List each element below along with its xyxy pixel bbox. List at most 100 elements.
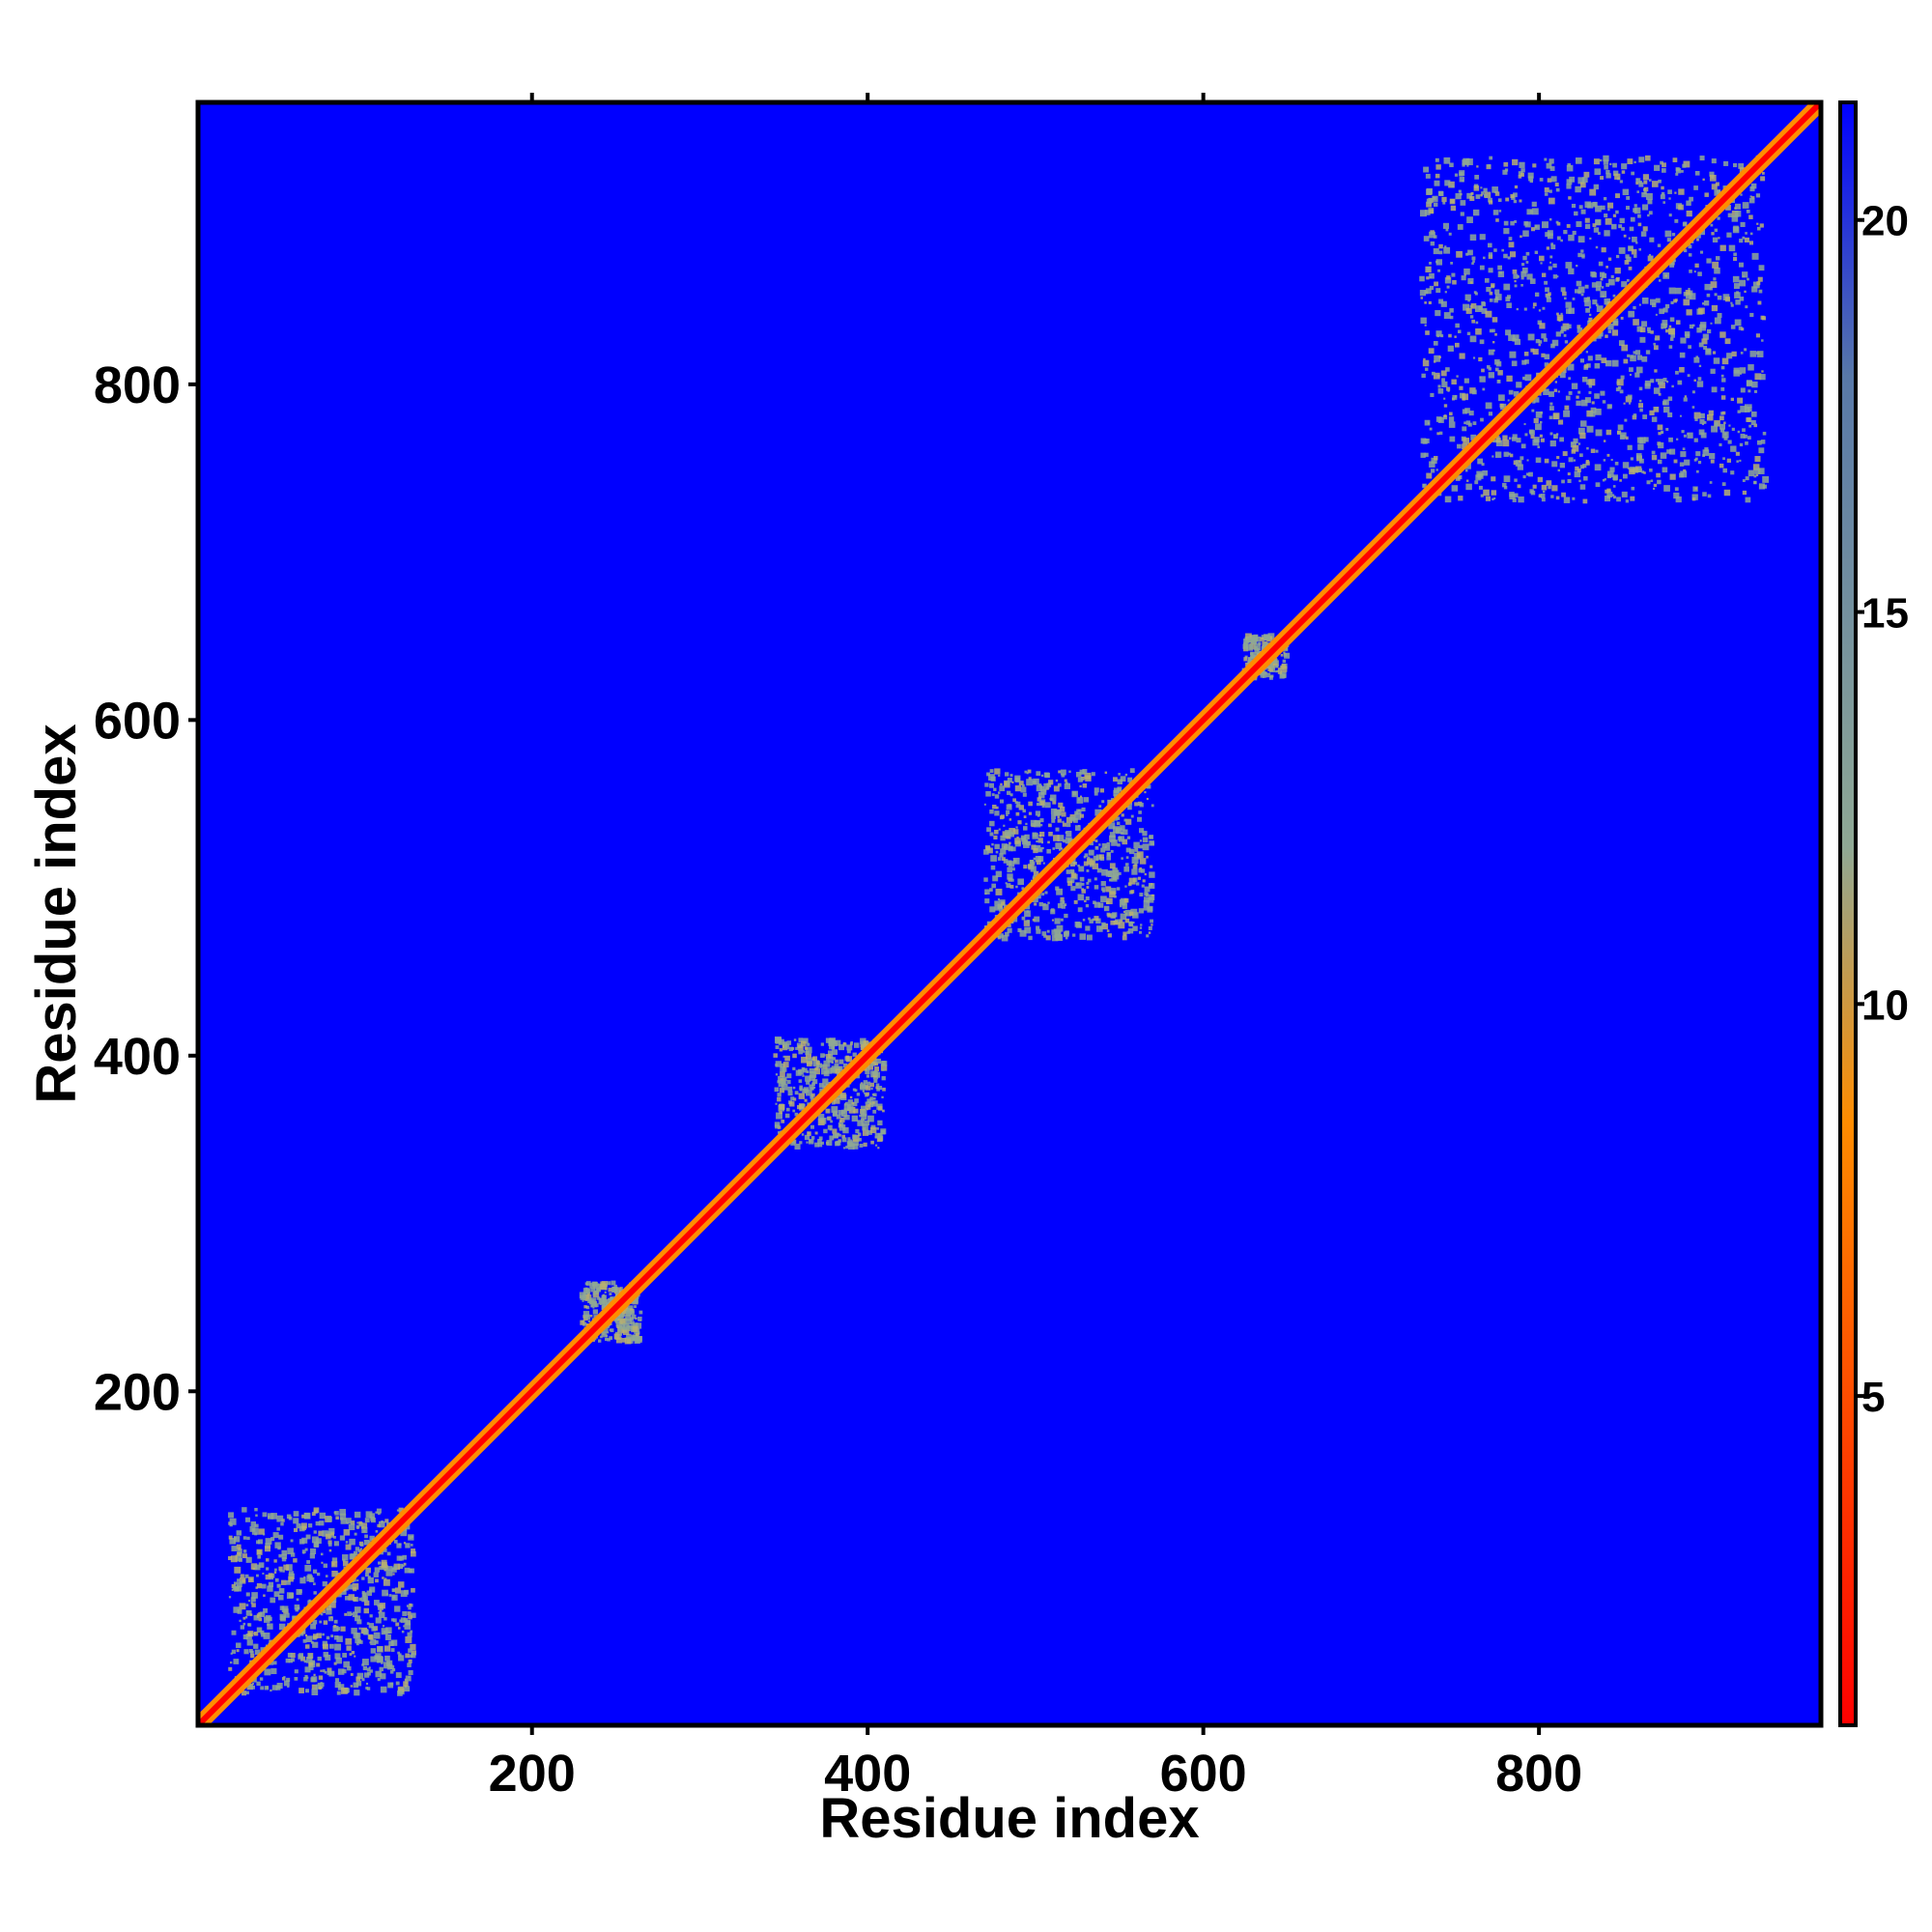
- contact-point: [994, 810, 1000, 816]
- contact-point: [842, 1147, 846, 1150]
- contact-point: [1479, 234, 1486, 241]
- contact-point: [835, 1068, 840, 1074]
- contact-point: [1653, 342, 1656, 346]
- contact-point: [1541, 497, 1546, 502]
- contact-point: [880, 1065, 888, 1071]
- contact-point: [581, 1297, 584, 1300]
- contact-point: [814, 1142, 820, 1148]
- contact-point: [1460, 212, 1464, 216]
- contact-point: [1701, 338, 1708, 345]
- contact-point: [1593, 227, 1600, 233]
- contact-point: [992, 804, 997, 810]
- contact-point: [274, 1542, 281, 1548]
- contact-point: [1687, 433, 1690, 436]
- contact-point: [324, 1670, 327, 1674]
- contact-point: [375, 1530, 379, 1533]
- contact-point: [311, 1512, 316, 1517]
- contact-point: [984, 845, 990, 851]
- contact-point: [1264, 635, 1269, 641]
- contact-point: [242, 1536, 247, 1540]
- contact-point: [399, 1556, 404, 1561]
- contact-point: [1061, 811, 1066, 817]
- contact-point: [333, 1634, 339, 1640]
- contact-point: [373, 1632, 381, 1639]
- contact-point: [235, 1586, 241, 1592]
- contact-point: [1534, 292, 1540, 298]
- contact-point: [410, 1550, 416, 1557]
- contact-point: [1505, 297, 1511, 302]
- contact-point: [1565, 301, 1572, 308]
- contact-point: [1745, 441, 1748, 445]
- contact-point: [1539, 393, 1542, 396]
- contact-point: [844, 1115, 850, 1121]
- contact-point: [1074, 810, 1079, 815]
- contact-point: [323, 1643, 328, 1650]
- contact-point: [1589, 411, 1596, 417]
- contact-point: [1519, 199, 1522, 203]
- contact-point: [1109, 878, 1113, 882]
- contact-point: [1667, 189, 1672, 194]
- contact-point: [636, 1332, 639, 1337]
- contact-point: [1064, 930, 1069, 936]
- contact-point: [1120, 831, 1123, 835]
- contact-point: [874, 1132, 881, 1139]
- contact-point: [1583, 171, 1590, 178]
- contact-point: [1658, 179, 1662, 184]
- contact-point: [1012, 798, 1016, 803]
- contact-point: [1745, 497, 1751, 503]
- contact-point: [866, 1074, 870, 1078]
- contact-point: [876, 1136, 883, 1143]
- contact-point: [1037, 791, 1045, 799]
- contact-point: [1446, 386, 1451, 391]
- contact-point: [384, 1655, 390, 1662]
- contact-point: [1429, 272, 1435, 279]
- contact-point: [1495, 440, 1503, 446]
- contact-point: [383, 1578, 390, 1586]
- contact-point: [608, 1288, 612, 1293]
- contact-point: [281, 1549, 288, 1556]
- contact-point: [834, 1042, 838, 1047]
- contact-point: [1535, 423, 1542, 431]
- contact-point: [625, 1314, 632, 1321]
- contact-point: [1655, 298, 1661, 303]
- contact-point: [381, 1662, 384, 1664]
- contact-point: [989, 906, 996, 913]
- contact-point: [1074, 921, 1081, 927]
- contact-point: [1516, 382, 1522, 388]
- contact-point: [1425, 288, 1432, 295]
- contact-point: [1123, 866, 1130, 872]
- contact-point: [1425, 367, 1429, 371]
- contact-point: [1710, 322, 1713, 325]
- contact-point: [1437, 416, 1444, 423]
- contact-point: [875, 1086, 879, 1090]
- contact-point: [1100, 895, 1107, 903]
- contact-point: [1009, 884, 1014, 889]
- contact-point: [401, 1564, 405, 1568]
- contact-point: [1703, 420, 1707, 424]
- contact-point: [1003, 859, 1009, 864]
- contact-point: [1028, 801, 1033, 807]
- contact-point: [1507, 399, 1510, 402]
- contact-point: [621, 1337, 627, 1343]
- contact-point: [827, 1124, 833, 1130]
- contact-point: [286, 1592, 294, 1599]
- contact-point: [859, 1114, 862, 1118]
- contact-point: [781, 1120, 785, 1123]
- contact-point: [1742, 479, 1746, 483]
- contact-point: [1030, 860, 1034, 864]
- contact-point: [1256, 647, 1260, 651]
- contact-point: [355, 1615, 360, 1622]
- contact-point: [1605, 173, 1611, 179]
- contact-point: [623, 1306, 629, 1312]
- contact-point: [363, 1539, 370, 1546]
- contact-point: [244, 1616, 248, 1619]
- contact-point: [1539, 178, 1544, 182]
- contact-point: [1682, 163, 1687, 168]
- colorbar-tick-label-15: 15: [1861, 590, 1909, 638]
- contact-point: [1509, 453, 1514, 458]
- contact-point: [1043, 934, 1047, 938]
- contact-point: [1466, 192, 1473, 199]
- contact-point: [1435, 330, 1442, 337]
- contact-point: [838, 1123, 842, 1126]
